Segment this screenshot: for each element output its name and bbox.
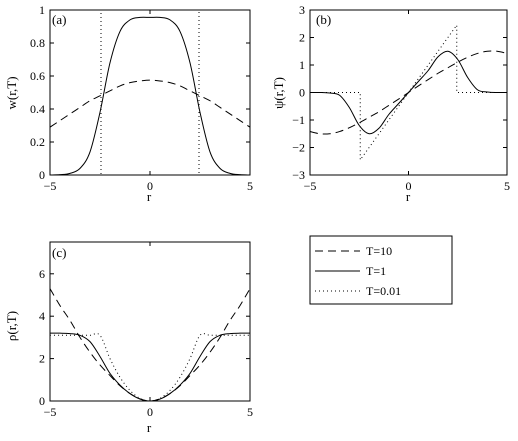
panel-c-ytick-label: 2 [39, 352, 45, 366]
legend-label-t1: T=1 [366, 264, 386, 278]
panel-b-ytick-label: −3 [292, 168, 305, 182]
panel-b-ytick-label: 3 [299, 3, 305, 17]
panel-b-ylabel: ψ(r,T) [271, 77, 286, 109]
panel-a-xtick-label: −5 [44, 179, 57, 193]
panel-c-series-t10 [50, 288, 250, 401]
panel-a-xtick-label: 5 [247, 179, 253, 193]
panel-a-series-t1 [50, 16, 250, 175]
panel-c-xtick-label: 5 [247, 405, 253, 419]
panel-b-ytick-label: −2 [292, 141, 305, 155]
panel-b-ytick-label: 2 [299, 31, 305, 45]
panel-a-ytick-label: 0.2 [30, 135, 45, 149]
panel-c-series-t001 [50, 333, 250, 401]
panel-a-ytick-label: 0.4 [30, 102, 45, 116]
panel-c-ylabel: ρ(r,T) [4, 311, 19, 341]
panel-a: (a) r w(r,T) −5 0 500.20.40.60.81 [4, 3, 253, 204]
legend-box [309, 235, 453, 305]
panel-b-ytick-label: −1 [292, 113, 305, 127]
panel-c-series-t1 [50, 332, 250, 401]
panel-b-xlabel: r [406, 189, 411, 204]
panel-c-ytick-label: 4 [39, 309, 45, 323]
legend: T=10 T=1 T=0.01 [309, 235, 453, 305]
panel-c-frame [49, 241, 251, 402]
panel-a-series-t001 [50, 10, 250, 175]
panel-a-ytick-label: 0.6 [30, 69, 45, 83]
panel-b: (b) r ψ(r,T) −5 0 5 −3 −2 −1 0 1 2 3 [271, 3, 510, 204]
panel-c-label: (c) [52, 245, 66, 260]
panel-b-xtick-label: 5 [504, 179, 510, 193]
panel-b-ytick-label: 1 [299, 58, 305, 72]
panel-a-xlabel: r [147, 189, 152, 204]
panel-a-ytick-label: 0 [39, 168, 45, 182]
panel-c-xlabel: r [147, 420, 152, 435]
legend-label-t001: T=0.01 [366, 284, 401, 298]
panel-b-series-t001 [310, 23, 507, 162]
panel-a-ytick-label: 0.8 [30, 36, 45, 50]
legend-label-t10: T=10 [366, 244, 392, 258]
panel-a-frame [49, 9, 251, 176]
panel-b-label: (b) [316, 12, 331, 27]
panel-a-label: (a) [52, 12, 66, 27]
panel-a-ylabel: w(r,T) [4, 76, 19, 109]
panel-c-ytick-label: 6 [39, 267, 45, 281]
panel-b-xtick-label: 0 [406, 179, 412, 193]
panel-a-series-t10 [50, 79, 250, 128]
panel-c-xtick-label: −5 [44, 405, 57, 419]
panel-a-ytick-label: 1 [39, 3, 45, 17]
panel-a-xtick-label: 0 [147, 179, 153, 193]
panel-c-ytick-label: 0 [39, 394, 45, 408]
panel-c-xtick-label: 0 [147, 405, 153, 419]
panel-b-xtick-label: −5 [304, 179, 317, 193]
panel-b-ytick-label: 0 [299, 86, 305, 100]
